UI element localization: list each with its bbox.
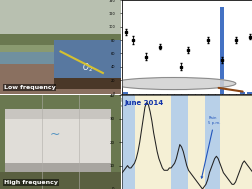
Bar [5, 108, 111, 119]
Bar [54, 78, 120, 89]
Bar [204, 95, 219, 189]
Bar [170, 95, 187, 189]
Bar [5, 108, 111, 172]
Bar [54, 40, 120, 89]
Bar [239, 91, 244, 94]
Circle shape [112, 77, 235, 90]
Bar [0, 52, 120, 66]
Bar [123, 91, 128, 94]
Bar [246, 91, 251, 94]
Legend: D-Rain (mm), Oxygen (mg/L): D-Rain (mm), Oxygen (mg/L) [159, 134, 215, 141]
Bar [0, 172, 120, 189]
Text: High frequency: High frequency [4, 180, 57, 185]
Bar [122, 95, 135, 189]
Text: June 2014: June 2014 [124, 100, 164, 106]
Text: Low frequency: Low frequency [4, 85, 55, 90]
Bar [219, 7, 224, 94]
Bar [0, 0, 120, 36]
Bar [0, 34, 120, 54]
Bar [0, 64, 120, 94]
Bar [5, 163, 111, 172]
Text: $O_2$: $O_2$ [81, 61, 92, 74]
Bar [219, 95, 252, 189]
Bar [187, 95, 204, 189]
Text: Rain
5 p.m.: Rain 5 p.m. [200, 116, 220, 178]
Bar [0, 34, 120, 45]
Text: ~: ~ [49, 128, 59, 141]
Bar [135, 95, 170, 189]
